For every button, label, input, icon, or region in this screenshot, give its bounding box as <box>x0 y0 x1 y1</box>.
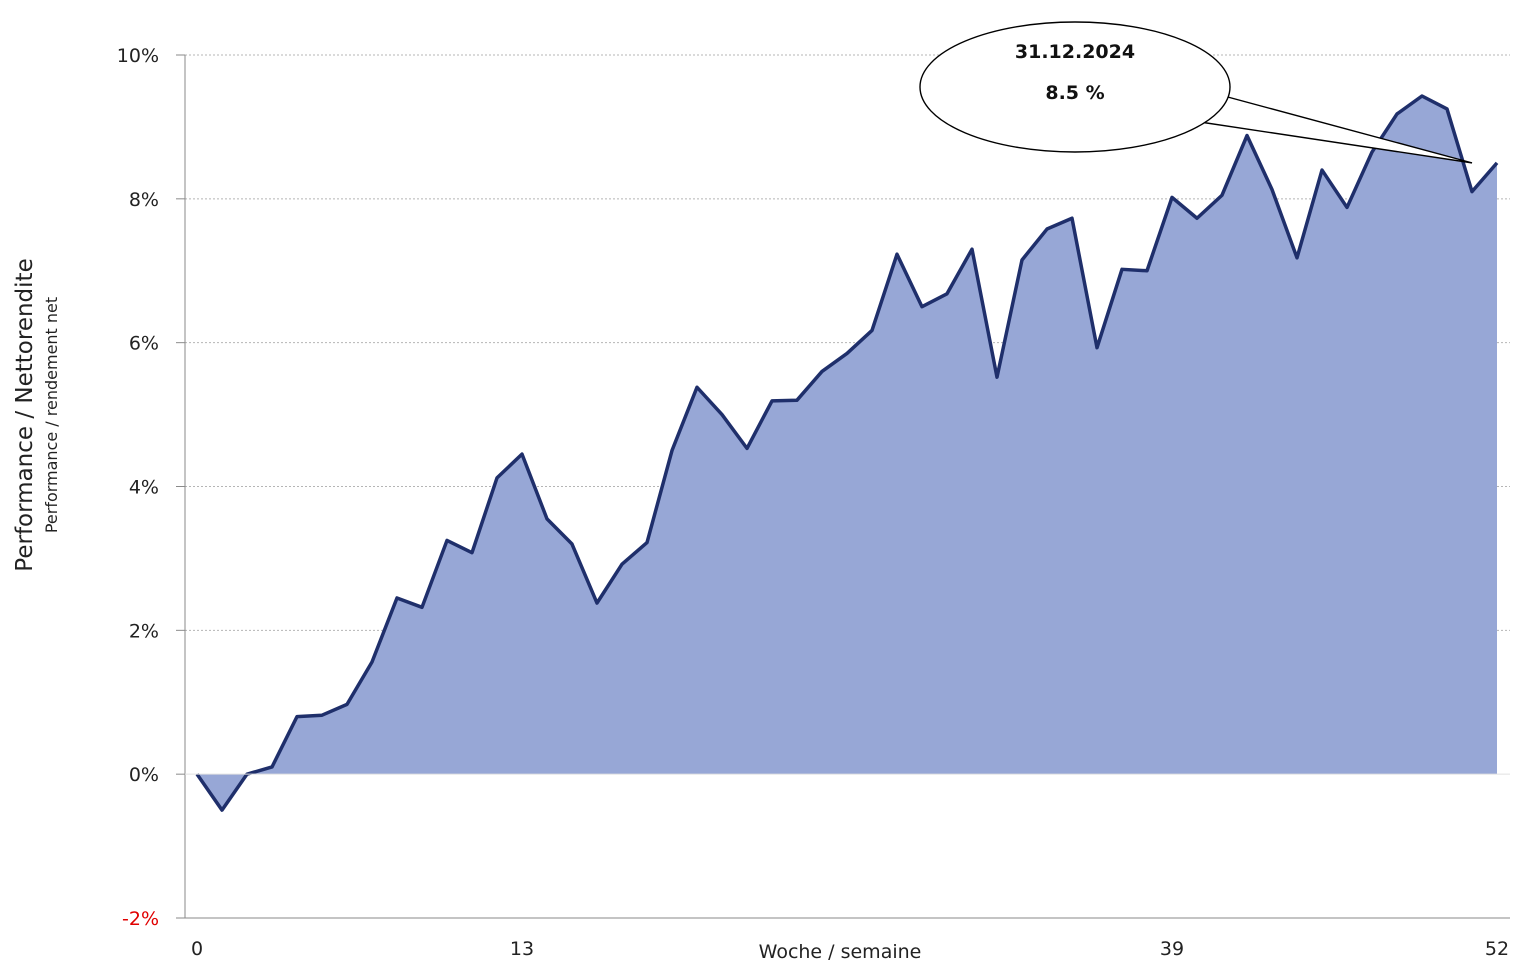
callout-date: 31.12.2024 <box>1015 41 1135 63</box>
series-line <box>195 94 1499 812</box>
callout-bubble <box>919 21 1231 153</box>
value-callout: 31.12.2024 8.5 % <box>919 21 1473 164</box>
area-layer <box>195 94 1499 812</box>
y-tick-label: 6% <box>129 333 159 355</box>
callout-value: 8.5 % <box>1045 82 1104 104</box>
y-axis-sublabel: Performance / rendement net <box>42 297 61 533</box>
y-axis-label: Performance / Nettorendite <box>12 258 38 571</box>
x-tick-label: 52 <box>1485 938 1509 960</box>
axes <box>176 54 1510 919</box>
y-tick-label: -2% <box>122 908 159 930</box>
x-axis-label: Woche / semaine <box>759 941 922 963</box>
x-tick-label: 13 <box>510 938 534 960</box>
area-fill <box>197 95 1497 811</box>
tick-labels: -2% 0% 2% 4% 6% 8% 10% 0 13 39 52 <box>117 45 1509 960</box>
y-tick-label: 2% <box>129 620 159 642</box>
y-tick-label: 0% <box>129 764 159 786</box>
y-tick-label: 10% <box>117 45 159 67</box>
x-tick-label: 0 <box>191 938 203 960</box>
y-tick-label: 4% <box>129 477 159 499</box>
x-tick-label: 39 <box>1160 938 1184 960</box>
y-tick-label: 8% <box>129 189 159 211</box>
